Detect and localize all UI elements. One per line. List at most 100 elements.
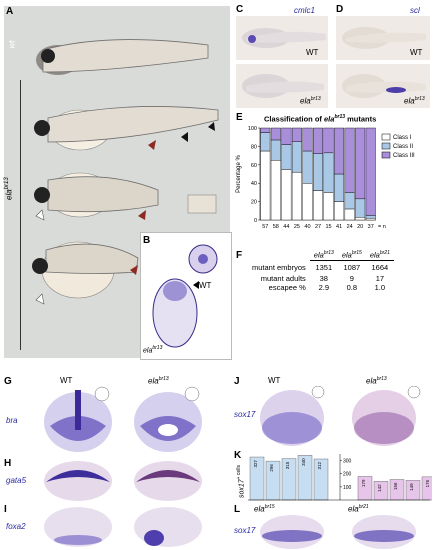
bar-class-iii <box>313 127 323 154</box>
panel-b: B WT elabr13 <box>140 232 232 360</box>
panel-d-mutant-sup: br13 <box>414 96 425 102</box>
panel-d-wt-label: WT <box>410 48 423 57</box>
panel-f: F elabr13 elabr15 elabr21 mutant embryos… <box>234 246 432 316</box>
panel-e-title-post: mutants <box>345 114 377 124</box>
bar-class-iii <box>270 127 281 141</box>
tick-label-y: 60 <box>251 163 257 169</box>
legend-label: Class III <box>393 153 415 159</box>
bar-class-ii <box>260 132 271 152</box>
tick-label-x: 40 <box>304 224 310 230</box>
panel-b-mutant-sup: br13 <box>152 345 163 351</box>
data-label: 179 <box>361 479 366 487</box>
bar-class-iii <box>334 127 345 175</box>
panel-i-label: I <box>4 504 7 515</box>
panel-f-row-label: escapee % <box>268 283 306 292</box>
panel-j-mutant-label: elabr13 <box>366 376 387 386</box>
panel-d-mutant-image <box>336 64 430 108</box>
panel-g-mutant-sup: br13 <box>158 376 169 382</box>
panel-b-label: B <box>143 235 151 246</box>
panel-g-embryos <box>44 386 202 452</box>
table-cell: 17 <box>375 274 385 283</box>
panel-f-header-blank <box>248 250 310 260</box>
bar-class-ii <box>302 150 313 184</box>
tick-label-x: 20 <box>357 224 363 230</box>
axis-label-y: Percentage % <box>236 154 242 192</box>
panel-f-header-row: elabr13 elabr15 elabr21 <box>248 250 394 261</box>
panel-e-title-gene: ela <box>324 114 335 124</box>
table-cell: 38 <box>319 274 328 283</box>
panel-c: C cmlc1 WT elabr13 <box>234 4 330 110</box>
data-label: 156 <box>393 482 398 490</box>
tick-label-y: 20 <box>251 200 257 206</box>
panel-a-mutant-sup: br13 <box>4 177 10 190</box>
bar-class-i <box>291 171 302 221</box>
tick-label-y: 200 <box>343 472 352 478</box>
panel-c-label: C <box>236 4 244 15</box>
data-label: 315 <box>285 461 290 469</box>
bar-class-i <box>270 160 281 221</box>
table-row: mutant embryos 1351 1087 1664 <box>248 260 394 274</box>
panel-c-wt-image <box>236 16 328 60</box>
panel-f-header-2-gene: ela <box>341 250 352 260</box>
bar-class-ii <box>291 141 302 173</box>
panel-h-embryos <box>44 461 202 501</box>
panel-f-header-1-gene: ela <box>313 250 324 260</box>
tick-label-y: 100 <box>248 126 257 132</box>
panel-f-header-1-sup: br13 <box>323 250 334 256</box>
panel-g-wt-label: WT <box>60 376 73 385</box>
panel-a-wt-label: wt <box>7 40 17 49</box>
panel-b-mutant-label: elabr13 <box>143 345 162 354</box>
tick-label-x: 24 <box>347 224 353 230</box>
bar-class-ii <box>334 173 345 202</box>
panel-a: A wt elabr13 <box>0 0 230 370</box>
table-row: mutant adults 38 9 17 <box>248 274 394 283</box>
panel-e: E Classification of elabr13 mutants Perc… <box>234 112 432 240</box>
bar-class-ii <box>344 192 355 210</box>
panel-k-ylabel-gene: sox17 <box>238 479 246 498</box>
panel-d-mutant-name: ela <box>404 96 415 106</box>
tick-label-x: 27 <box>315 224 321 230</box>
panel-d-gene: scl <box>410 6 420 15</box>
panel-h-label: H <box>4 458 12 469</box>
bar-class-ii <box>323 152 334 193</box>
panel-c-mutant-name: ela <box>300 96 311 106</box>
bar-class-i <box>323 192 334 221</box>
panel-d-wt-image <box>336 16 430 60</box>
table-row: escapee % 2.9 0.8 1.0 <box>248 283 394 292</box>
panel-l-gene: sox17 <box>234 526 256 535</box>
panel-c-wt-label: WT <box>306 48 319 57</box>
panel-f-header-1: elabr13 <box>309 250 338 261</box>
data-label: 296 <box>269 464 274 472</box>
panel-d: D scl WT elabr13 <box>334 4 432 110</box>
panel-j-wt-label: WT <box>268 376 281 385</box>
panel-a-label: A <box>6 6 14 17</box>
panel-f-header-3-gene: ela <box>369 250 380 260</box>
bar-class-ii <box>313 153 323 191</box>
panel-l-m2-sup: br21 <box>358 504 369 510</box>
panel-a-fish-drawing <box>32 39 219 305</box>
bar-class-iii <box>323 127 334 154</box>
panel-l-label: L <box>234 504 241 515</box>
table-cell: 9 <box>349 274 354 283</box>
data-label: 340 <box>301 458 306 466</box>
panel-e-chart: Percentage % 0 20 40 60 80 100 57 58 44 25 40 27 15 41… <box>236 126 415 230</box>
panel-a-bracket <box>20 80 21 350</box>
panel-f-label: F <box>236 250 243 261</box>
tick-label-x: 58 <box>273 224 279 230</box>
tick-label-x: 37 <box>368 224 374 230</box>
panel-j-embryos <box>260 386 421 446</box>
panel-l-embryos <box>260 515 416 549</box>
tick-label-y: 40 <box>251 181 257 187</box>
panel-i-gene: foxa2 <box>6 522 26 531</box>
panel-e-title-sup: br13 <box>334 114 346 120</box>
panel-g-label: G <box>4 376 12 387</box>
panel-g-gene: bra <box>6 416 18 425</box>
panel-e-label: E <box>236 112 243 123</box>
table-cell: 1.0 <box>374 283 386 292</box>
bar-class-iii <box>302 127 313 152</box>
panel-j: J WT elabr13 sox17 <box>232 376 432 448</box>
table-cell: 1664 <box>371 262 389 272</box>
bar-class-iii <box>344 127 355 193</box>
panel-f-header-2-sup: br15 <box>351 250 362 256</box>
data-label: 149 <box>409 483 414 491</box>
